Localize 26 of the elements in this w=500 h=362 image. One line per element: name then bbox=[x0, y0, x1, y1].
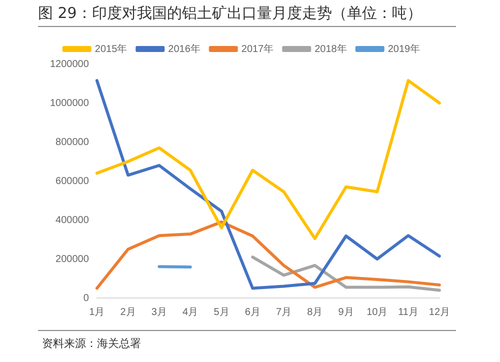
y-tick-label: 800000 bbox=[56, 136, 90, 148]
legend-label: 2018年 bbox=[314, 42, 347, 55]
x-tick-label: 11月 bbox=[398, 306, 418, 318]
y-tick-label: 1200000 bbox=[50, 58, 90, 70]
legend-label: 2016年 bbox=[168, 42, 200, 55]
x-tick-label: 12月 bbox=[428, 306, 450, 318]
y-tick-label: 1000000 bbox=[50, 98, 90, 109]
legend-label: 2017年 bbox=[241, 42, 274, 55]
x-tick-label: 1月 bbox=[89, 306, 105, 318]
y-tick-label: 600000 bbox=[56, 176, 90, 187]
y-tick-label: 0 bbox=[83, 292, 90, 304]
x-tick-label: 9月 bbox=[338, 306, 354, 318]
legend-label: 2019年 bbox=[388, 42, 420, 55]
x-tick-label: 5月 bbox=[214, 306, 230, 318]
y-tick-label: 400000 bbox=[56, 214, 90, 226]
x-tick-label: 7月 bbox=[276, 306, 292, 318]
x-tick-label: 4月 bbox=[182, 306, 198, 318]
chart-title: 图 29：印度对我国的铝土矿出口量月度走势（单位：吨） bbox=[38, 4, 422, 23]
text: 资料来源：海关总署 bbox=[42, 336, 141, 351]
x-tick-label: 3月 bbox=[151, 306, 167, 318]
x-tick-label: 6月 bbox=[244, 306, 260, 318]
x-tick-label: 8月 bbox=[307, 306, 323, 318]
x-tick-label: 10月 bbox=[366, 306, 388, 318]
legend-label: 2015年 bbox=[94, 42, 128, 55]
y-tick-label: 200000 bbox=[56, 254, 90, 265]
x-tick-label: 2月 bbox=[120, 306, 136, 318]
